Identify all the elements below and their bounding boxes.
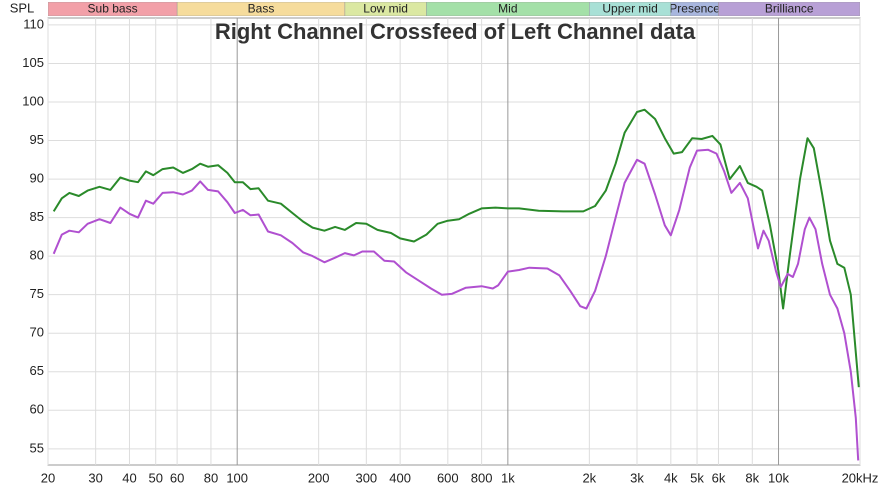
y-tick-label: 95 [30, 132, 44, 147]
y-tick-label: 60 [30, 402, 44, 417]
band-label: Sub bass [88, 2, 138, 16]
x-tick-label: 8k [745, 470, 759, 485]
x-tick-label: 60 [170, 470, 184, 485]
x-tick-label: 4k [664, 470, 678, 485]
x-tick-label: 100 [226, 470, 248, 485]
band-label: Brilliance [765, 2, 814, 16]
x-tick-label: 20kHz [842, 470, 879, 485]
x-tick-label: 3k [630, 470, 644, 485]
y-tick-label: 75 [30, 286, 44, 301]
x-tick-label: 10k [768, 470, 789, 485]
x-tick-label: 20 [41, 470, 55, 485]
x-tick-label: 2k [582, 470, 596, 485]
y-tick-label: 55 [30, 440, 44, 455]
series-line [52, 148, 860, 461]
series-line [52, 108, 860, 388]
x-tick-label: 200 [308, 470, 330, 485]
grid [47, 18, 861, 465]
band-label: Low mid [363, 2, 408, 16]
x-tick-label: 1k [501, 470, 515, 485]
band-label: Presence [669, 2, 720, 16]
band-label: Upper mid [602, 2, 657, 16]
y-tick-label: 70 [30, 325, 44, 340]
y-tick-label: 65 [30, 363, 44, 378]
y-tick-label: 85 [30, 209, 44, 224]
x-tick-label: 300 [355, 470, 377, 485]
x-tick-label: 6k [712, 470, 726, 485]
plot-area [47, 17, 861, 466]
x-tick-label: 800 [471, 470, 493, 485]
chart-title: Right Channel Crossfeed of Left Channel … [215, 19, 696, 44]
y-tick-label: 110 [23, 16, 44, 31]
band-bar: Sub bass Bass Low mid Mid Upper mid Presence B… [48, 2, 860, 16]
x-tick-label: 600 [437, 470, 459, 485]
x-tick-label: 80 [204, 470, 218, 485]
y-tick-label: 80 [30, 248, 44, 263]
lines [52, 108, 860, 461]
y-tick-label: 100 [22, 93, 44, 108]
band-label: Bass [248, 2, 275, 16]
band [718, 2, 860, 16]
x-tick-label: 30 [88, 470, 102, 485]
y-tick-label: 105 [22, 55, 44, 70]
x-tick-label: 40 [122, 470, 136, 485]
y-tick-label: 90 [30, 171, 44, 186]
x-tick-label: 50 [148, 470, 162, 485]
y-axis-label: SPL [10, 0, 35, 15]
x-tick-label: 5k [690, 470, 704, 485]
band-label: Mid [498, 2, 517, 16]
x-tick-label: 400 [389, 470, 411, 485]
